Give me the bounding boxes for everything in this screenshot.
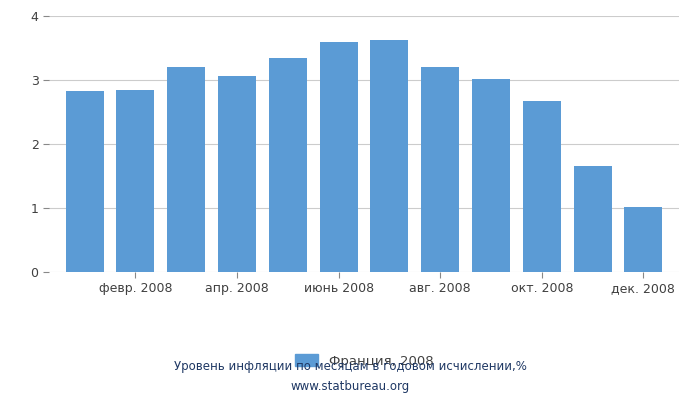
Bar <box>167 67 205 272</box>
Bar <box>269 58 307 272</box>
Bar <box>319 42 358 272</box>
Text: www.statbureau.org: www.statbureau.org <box>290 380 410 393</box>
Bar <box>421 67 459 272</box>
Bar <box>370 40 409 272</box>
Bar <box>66 91 104 272</box>
Bar <box>573 166 612 272</box>
Bar <box>116 90 155 272</box>
Bar <box>218 76 256 272</box>
Bar <box>523 101 561 272</box>
Text: Уровень инфляции по месяцам в годовом исчислении,%: Уровень инфляции по месяцам в годовом ис… <box>174 360 526 373</box>
Bar <box>624 207 662 272</box>
Bar <box>472 79 510 272</box>
Legend: Франция, 2008: Франция, 2008 <box>289 349 439 373</box>
